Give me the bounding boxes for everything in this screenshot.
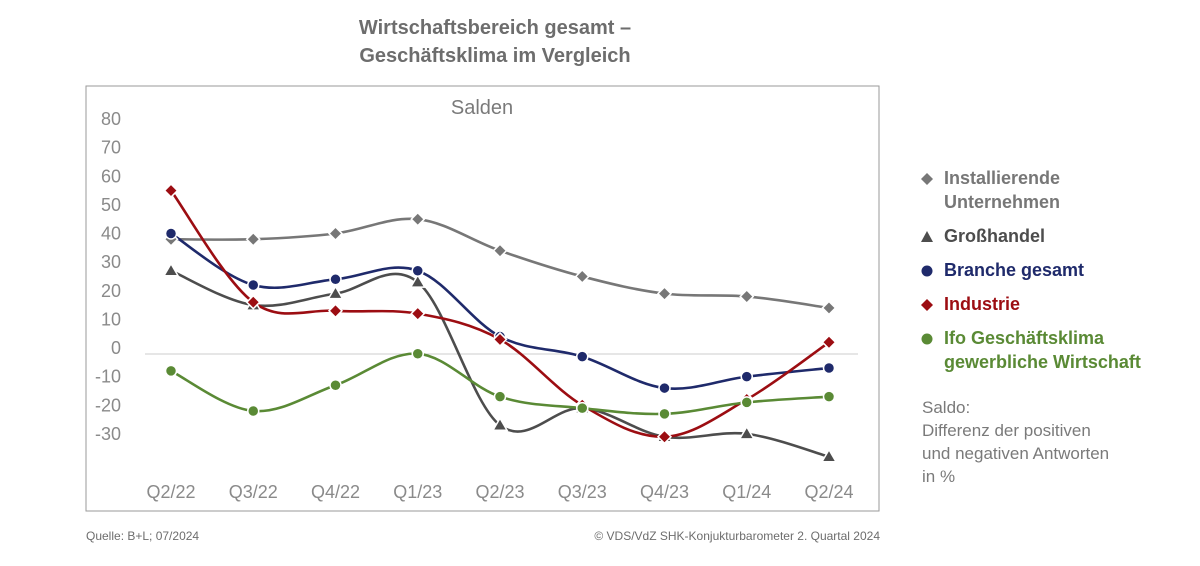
diamond-marker <box>492 331 508 347</box>
x-tick-label: Q2/22 <box>146 482 195 502</box>
diamond-marker <box>327 225 344 242</box>
legend-label-cont: gewerbliche Wirtschaft <box>944 352 1141 372</box>
y-tick-label: 80 <box>101 109 121 129</box>
y-tick-label: 20 <box>101 281 121 301</box>
circle-marker-icon <box>921 333 933 345</box>
series-group <box>162 183 838 463</box>
triangle-marker <box>738 425 756 440</box>
diamond-marker <box>163 183 179 199</box>
circle-marker <box>822 361 836 375</box>
circle-marker <box>822 390 836 403</box>
circle-marker <box>658 407 671 421</box>
diamond-marker <box>410 211 426 227</box>
chart-title: Wirtschaftsbereich gesamt – Geschäftskli… <box>300 14 690 70</box>
diamond-marker <box>492 243 508 259</box>
chart-title-line2: Geschäftsklima im Vergleich <box>359 45 631 67</box>
x-tick-label: Q3/22 <box>229 482 278 502</box>
circle-marker-icon <box>921 265 933 277</box>
x-tick-label: Q2/23 <box>475 482 524 502</box>
saldo-note-line: Differenz der positiven <box>922 421 1091 440</box>
circle-marker <box>576 350 589 363</box>
legend-item-grosshandel: Großhandel <box>920 224 1190 248</box>
legend-label: Installierende <box>944 168 1061 188</box>
x-tick-label: Q2/24 <box>804 482 853 502</box>
x-tick-label: Q1/23 <box>393 482 442 502</box>
x-tick-label: Q4/23 <box>640 482 689 502</box>
series-line-4 <box>169 352 831 416</box>
triangle-marker <box>409 273 427 288</box>
circle-marker <box>247 404 260 418</box>
diamond-marker <box>656 429 673 445</box>
plot-frame <box>85 85 880 512</box>
diamond-marker <box>245 231 261 247</box>
saldo-note-line: in % <box>922 467 956 486</box>
y-tick-label: -30 <box>95 424 121 444</box>
circle-marker <box>247 278 260 292</box>
diamond-marker <box>574 268 590 284</box>
circle-marker <box>329 378 342 392</box>
circle-marker <box>329 273 342 286</box>
source-note: Quelle: B+L; 07/2024 <box>86 529 200 543</box>
y-axis-ticks: 80 70 60 50 40 30 20 10 0 -10 -20 -30 <box>95 109 121 444</box>
y-tick-label: 40 <box>101 224 121 244</box>
diamond-marker-icon <box>921 173 933 185</box>
y-tick-label: 30 <box>101 252 121 272</box>
triangle-marker-icon <box>921 231 933 242</box>
legend-label: Großhandel <box>944 226 1046 246</box>
plot-title: Salden <box>451 97 513 119</box>
legend-item-industrie: Industrie <box>920 292 1190 316</box>
x-tick-label: Q3/23 <box>558 482 607 502</box>
diamond-marker <box>821 300 837 316</box>
triangle-marker <box>491 416 509 432</box>
saldo-note-line: und negativen Antworten <box>922 444 1110 463</box>
circle-marker <box>493 390 507 403</box>
diamond-marker <box>410 306 426 322</box>
circle-marker <box>411 264 424 277</box>
legend-label: Industrie <box>944 294 1021 314</box>
legend-label: Ifo Geschäftsklima <box>944 328 1105 348</box>
y-tick-label: 10 <box>101 309 121 329</box>
triangle-marker <box>327 285 344 300</box>
x-tick-label: Q1/24 <box>722 482 771 502</box>
circle-marker <box>576 401 589 415</box>
legend: Installierende Unternehmen Großhandel Br… <box>920 166 1190 384</box>
diamond-marker <box>656 286 673 302</box>
saldo-note: Saldo: Differenz der positiven und negat… <box>922 396 1182 488</box>
y-tick-label: -10 <box>95 367 121 387</box>
legend-item-ifo: Ifo Geschäftsklima gewerbliche Wirtschaf… <box>920 326 1190 374</box>
diamond-marker-icon <box>921 299 933 311</box>
circle-marker <box>658 381 671 395</box>
legend-item-branche: Branche gesamt <box>920 258 1190 282</box>
diamond-marker <box>245 294 261 310</box>
y-tick-label: 0 <box>111 338 121 358</box>
x-tick-label: Q4/22 <box>311 482 360 502</box>
chart-title-line1: Wirtschaftsbereich gesamt – <box>358 17 632 39</box>
x-axis-ticks: Q2/22 Q3/22 Q4/22 Q1/23 Q2/23 Q3/23 Q4/23 Q1/24… <box>146 482 853 502</box>
circle-marker <box>740 370 753 383</box>
legend-label-cont: Unternehmen <box>944 192 1061 212</box>
saldo-note-line: Saldo: <box>922 398 971 417</box>
legend-label: Branche gesamt <box>944 260 1085 280</box>
y-tick-label: 60 <box>101 166 121 186</box>
diamond-marker <box>327 303 344 319</box>
y-tick-label: 50 <box>101 195 121 215</box>
circle-marker <box>164 364 178 378</box>
diamond-marker <box>739 288 755 305</box>
y-tick-label: 70 <box>101 138 121 158</box>
copyright-note: © VDS/VdZ SHK-Konjukturbarometer 2. Quar… <box>594 529 880 543</box>
y-tick-label: -20 <box>95 395 121 415</box>
series-line-0 <box>169 217 831 310</box>
circle-marker <box>164 227 178 240</box>
circle-marker <box>740 396 753 409</box>
series-line-1 <box>169 269 831 459</box>
triangle-marker <box>162 262 180 277</box>
triangle-marker <box>820 448 838 463</box>
diamond-marker <box>821 334 837 350</box>
circle-marker <box>411 347 424 360</box>
legend-item-installierende: Installierende Unternehmen <box>920 166 1190 214</box>
